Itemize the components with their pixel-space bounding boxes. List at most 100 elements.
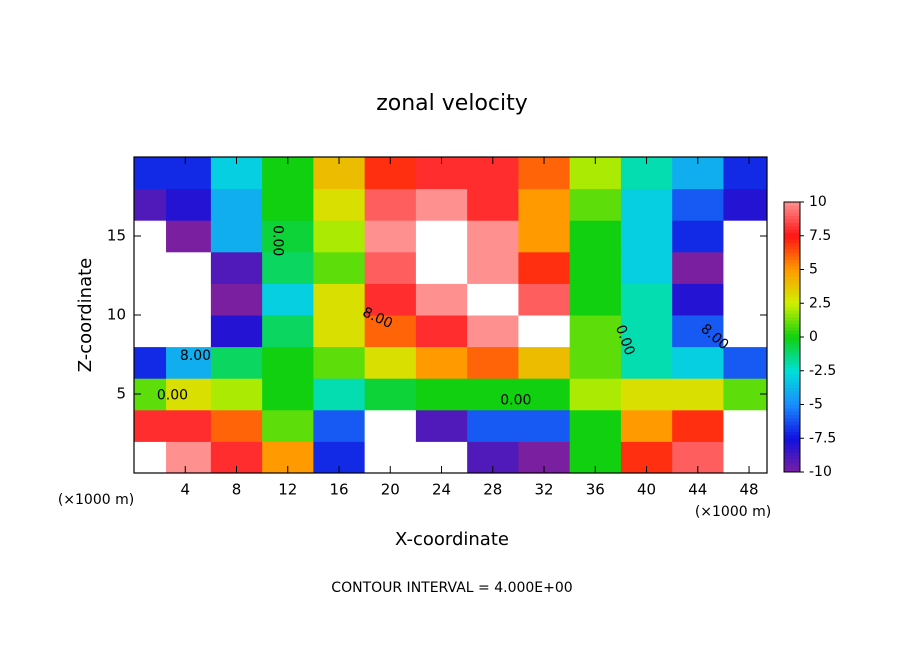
- colorbar-segment: [784, 225, 800, 230]
- heatmap-cell: [210, 188, 263, 221]
- heatmap-cell: [569, 188, 622, 221]
- colorbar-segment: [784, 407, 800, 412]
- colorbar-segment: [784, 350, 800, 355]
- heatmap-cell: [569, 315, 622, 348]
- x-tick-label: 48: [740, 481, 759, 499]
- heatmap-cell: [134, 315, 167, 348]
- heatmap-cell: [166, 346, 212, 379]
- colorbar-segment: [784, 455, 800, 459]
- heatmap-cell: [210, 346, 263, 379]
- heatmap-cell: [210, 315, 263, 348]
- colorbar-segment: [784, 296, 800, 301]
- heatmap: [134, 157, 768, 474]
- y-tick-label: 5: [116, 385, 126, 403]
- heatmap-cell: [518, 409, 571, 442]
- x-tick-label: 20: [381, 481, 400, 499]
- contour-label: 0.00: [270, 225, 286, 256]
- x-tick-label: 28: [483, 481, 502, 499]
- heatmap-cell: [415, 251, 468, 284]
- heatmap-cell: [210, 220, 263, 253]
- heatmap-cell: [723, 157, 768, 190]
- colorbar-segment: [784, 374, 800, 378]
- colorbar-segment: [784, 397, 800, 402]
- heatmap-cell: [518, 378, 571, 411]
- heatmap-cell: [518, 346, 571, 379]
- x-tick-label: 24: [432, 481, 451, 499]
- colorbar-tick-label: -5: [809, 397, 823, 413]
- heatmap-cell: [415, 378, 468, 411]
- colorbar-segment: [784, 428, 800, 432]
- colorbar-segment: [784, 421, 800, 426]
- colorbar-segment: [784, 424, 800, 429]
- heatmap-cell: [262, 378, 314, 411]
- heatmap-cell: [313, 251, 366, 284]
- heatmap-cell: [569, 283, 622, 316]
- colorbar-segment: [784, 445, 800, 449]
- colorbar-segment: [784, 283, 800, 287]
- heatmap-cell: [620, 188, 673, 221]
- colorbar-segment: [784, 239, 800, 243]
- colorbar-segment: [784, 337, 800, 341]
- x-tick-label: 16: [329, 481, 348, 499]
- heatmap-cell: [364, 378, 417, 411]
- heatmap-cell: [467, 220, 519, 253]
- heatmap-cell: [672, 378, 724, 411]
- colorbar-segment: [784, 347, 800, 351]
- colorbar-segment: [784, 360, 800, 365]
- colorbar-segment: [784, 286, 800, 291]
- colorbar-segment: [784, 448, 800, 453]
- heatmap-cell: [262, 188, 314, 221]
- heatmap-cell: [467, 346, 519, 379]
- heatmap-cell: [672, 188, 724, 221]
- colorbar-segment: [784, 411, 800, 416]
- colorbar-segment: [784, 259, 800, 264]
- colorbar-segment: [784, 353, 800, 358]
- heatmap-cell: [210, 409, 263, 442]
- heatmap-cell: [415, 188, 468, 221]
- heatmap-cell: [364, 188, 417, 221]
- heatmap-cell: [313, 378, 366, 411]
- heatmap-cell: [210, 378, 263, 411]
- contour-label: 0.00: [500, 392, 531, 408]
- heatmap-cell: [467, 188, 519, 221]
- colorbar-segment: [784, 333, 800, 338]
- colorbar-segment: [784, 330, 800, 335]
- heatmap-cell: [166, 157, 212, 190]
- colorbar-segment: [784, 377, 800, 382]
- heatmap-cell: [262, 283, 314, 316]
- heatmap-cell: [134, 409, 167, 442]
- heatmap-cell: [672, 315, 724, 348]
- colorbar-tick-label: 7.5: [809, 228, 831, 244]
- heatmap-cell: [467, 315, 519, 348]
- unit-label: (×1000 m): [695, 504, 771, 520]
- colorbar-segment: [784, 313, 800, 318]
- x-tick-label: 44: [688, 481, 707, 499]
- colorbar-segment: [784, 326, 800, 331]
- colorbar-segment: [784, 394, 800, 399]
- colorbar-segment: [784, 222, 800, 227]
- colorbar-segment: [784, 232, 800, 237]
- heatmap-cell: [620, 251, 673, 284]
- heatmap-cell: [672, 409, 724, 442]
- colorbar-segment: [784, 249, 800, 254]
- heatmap-cell: [364, 346, 417, 379]
- contour-label: 0.00: [157, 388, 188, 404]
- colorbar-tick-label: 10: [809, 194, 827, 210]
- heatmap-cell: [620, 283, 673, 316]
- colorbar-segment: [784, 404, 800, 409]
- heatmap-cell: [415, 220, 468, 253]
- heatmap-cell: [569, 220, 622, 253]
- footer: CONTOUR INTERVAL = 4.000E+00: [331, 580, 572, 596]
- colorbar-segment: [784, 279, 800, 284]
- heatmap-cell: [723, 441, 768, 474]
- heatmap-cell: [166, 220, 212, 253]
- heatmap-cell: [166, 188, 212, 221]
- colorbar-segment: [784, 299, 800, 304]
- heatmap-cell: [467, 283, 519, 316]
- heatmap-cell: [262, 315, 314, 348]
- colorbar-segment: [784, 289, 800, 294]
- heatmap-cell: [620, 346, 673, 379]
- heatmap-cell: [415, 315, 468, 348]
